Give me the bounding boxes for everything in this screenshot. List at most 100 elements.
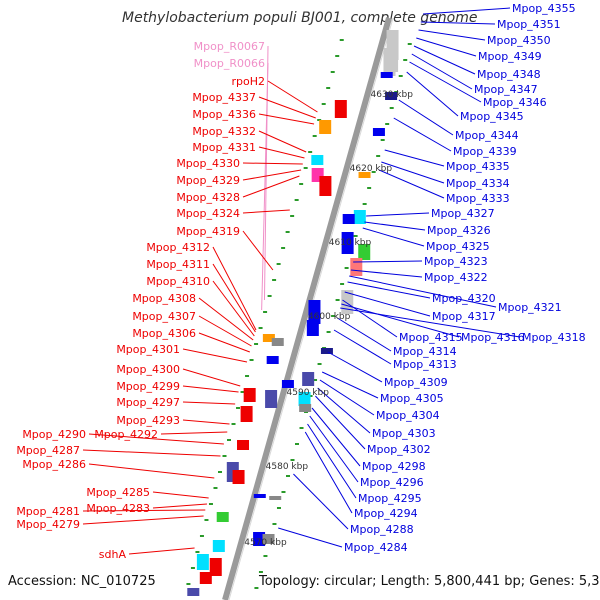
gene-feature: [319, 120, 332, 134]
gene-label[interactable]: Mpop_4328: [176, 191, 240, 204]
leader-line: [398, 99, 454, 136]
gene-label[interactable]: Mpop_4348: [477, 68, 541, 81]
leader-line: [82, 449, 221, 457]
gene-label[interactable]: Mpop_4314: [393, 345, 457, 358]
gene-label[interactable]: Mpop_4330: [176, 157, 240, 170]
gene-label[interactable]: Mpop_4301: [116, 343, 180, 356]
gene-label[interactable]: Mpop_4307: [132, 310, 196, 323]
gene-label[interactable]: Mpop_4294: [354, 507, 418, 520]
leader-line: [82, 509, 206, 512]
gene-label[interactable]: Mpop_4327: [431, 207, 495, 220]
gene-feature: [353, 210, 366, 224]
leader-line: [304, 431, 353, 514]
gene-label[interactable]: Mpop_4297: [116, 396, 180, 409]
gene-label[interactable]: Mpop_4324: [176, 207, 240, 220]
gene-label[interactable]: Mpop_4335: [446, 160, 510, 173]
gene-label[interactable]: Mpop_4345: [460, 110, 524, 123]
gene-label[interactable]: Mpop_4293: [116, 414, 180, 427]
gene-label[interactable]: Mpop_4306: [132, 327, 196, 340]
gene-label[interactable]: Mpop_4329: [176, 174, 240, 187]
gene-label[interactable]: Mpop_4331: [192, 141, 256, 154]
gene-label[interactable]: Mpop_4283: [86, 502, 150, 515]
gene-label[interactable]: Mpop_4333: [446, 192, 510, 205]
gene-label[interactable]: rpoH2: [231, 75, 265, 88]
leader-line: [261, 62, 269, 311]
gene-label[interactable]: Mpop_4351: [497, 18, 561, 31]
leader-line: [340, 307, 521, 338]
gene-label[interactable]: Mpop_R0066: [194, 57, 265, 70]
gene-feature: [341, 232, 354, 254]
leader-lines: [82, 7, 521, 555]
gene-label[interactable]: Mpop_4316: [461, 331, 525, 344]
gene-label[interactable]: Mpop_4320: [432, 292, 496, 305]
leader-line: [347, 281, 431, 299]
gene-feature: [253, 494, 266, 498]
gene-label[interactable]: Mpop_4344: [455, 129, 519, 142]
gene-label[interactable]: Mpop_4312: [146, 241, 210, 254]
coordinate-label: 4590 kbp: [287, 388, 330, 398]
gene-label[interactable]: Mpop_4304: [376, 409, 440, 422]
coordinate-label: 4610 kbp: [329, 238, 372, 248]
leader-line: [258, 113, 315, 125]
gene-label[interactable]: Mpop_4325: [426, 240, 490, 253]
gene-label[interactable]: Mpop_4302: [367, 443, 431, 456]
gene-label[interactable]: Mpop_4337: [192, 91, 256, 104]
gene-label[interactable]: Mpop_4315: [399, 331, 463, 344]
gene-label[interactable]: Mpop_4281: [16, 505, 80, 518]
gene-label[interactable]: Mpop_4309: [384, 376, 448, 389]
leader-line: [327, 351, 383, 383]
gene-label[interactable]: Mpop_4311: [146, 258, 210, 271]
gene-label[interactable]: Mpop_4303: [372, 427, 436, 440]
gene-label[interactable]: Mpop_4319: [176, 225, 240, 238]
gene-label[interactable]: Mpop_4336: [192, 108, 256, 121]
leader-line: [258, 96, 316, 119]
gene-feature: [334, 100, 347, 118]
gene-label[interactable]: Mpop_4286: [22, 458, 86, 471]
leader-line: [278, 527, 343, 548]
gene-label[interactable]: Mpop_4308: [132, 292, 196, 305]
gene-label[interactable]: Mpop_4346: [483, 96, 547, 109]
leader-line: [342, 299, 398, 338]
gene-label[interactable]: Mpop_4334: [446, 177, 510, 190]
gene-label[interactable]: Mpop_4323: [424, 255, 488, 268]
gene-label[interactable]: Mpop_4332: [192, 125, 256, 138]
leader-line: [409, 61, 482, 103]
gene-label[interactable]: Mpop_4318: [522, 331, 586, 344]
leader-line: [212, 246, 257, 331]
gene-label[interactable]: Mpop_4285: [86, 486, 150, 499]
leader-line: [411, 53, 473, 90]
gene-label[interactable]: Mpop_4300: [116, 363, 180, 376]
coordinate-label: 4600 kbp: [308, 312, 351, 322]
gene-label[interactable]: Mpop_4355: [512, 2, 576, 15]
gene-label[interactable]: Mpop_4290: [22, 428, 86, 441]
gene-label[interactable]: Mpop_R0067: [194, 40, 265, 53]
gene-label[interactable]: Mpop_4317: [432, 310, 496, 323]
coordinate-labels: 4570 kbp 4580 kbp 4590 kbp 4600 kbp 4610 kbp…: [244, 90, 413, 548]
gene-label[interactable]: Mpop_4305: [380, 392, 444, 405]
gene-label[interactable]: Mpop_4347: [474, 83, 538, 96]
gene-feature: [372, 128, 385, 136]
leader-line: [128, 547, 195, 555]
gene-label[interactable]: Mpop_4295: [358, 492, 422, 505]
gene-label[interactable]: Mpop_4279: [16, 518, 80, 531]
gene-label[interactable]: Mpop_4350: [487, 34, 551, 47]
gene-label[interactable]: Mpop_4292: [94, 428, 158, 441]
gene-label[interactable]: Mpop_4313: [393, 358, 457, 371]
gene-label[interactable]: Mpop_4326: [427, 224, 491, 237]
gene-label[interactable]: sdhA: [99, 548, 127, 561]
gene-label[interactable]: Mpop_4296: [360, 476, 424, 489]
gene-label[interactable]: Mpop_4339: [453, 145, 517, 158]
gene-label[interactable]: Mpop_4349: [478, 50, 542, 63]
gene-label[interactable]: Mpop_4299: [116, 380, 180, 393]
gene-label[interactable]: Mpop_4322: [424, 271, 488, 284]
gene-label[interactable]: Mpop_4298: [362, 460, 426, 473]
gene-label[interactable]: Mpop_4310: [146, 275, 210, 288]
gene-label[interactable]: Mpop_4321: [498, 301, 562, 314]
gene-feature: [196, 554, 209, 570]
gene-label[interactable]: Mpop_4288: [350, 523, 414, 536]
gene-feature: [232, 470, 245, 484]
gene-label[interactable]: Mpop_4287: [16, 444, 80, 457]
gene-label[interactable]: Mpop_4284: [344, 541, 408, 554]
leader-line: [242, 162, 303, 165]
coordinate-label: 4570 kbp: [244, 538, 287, 548]
